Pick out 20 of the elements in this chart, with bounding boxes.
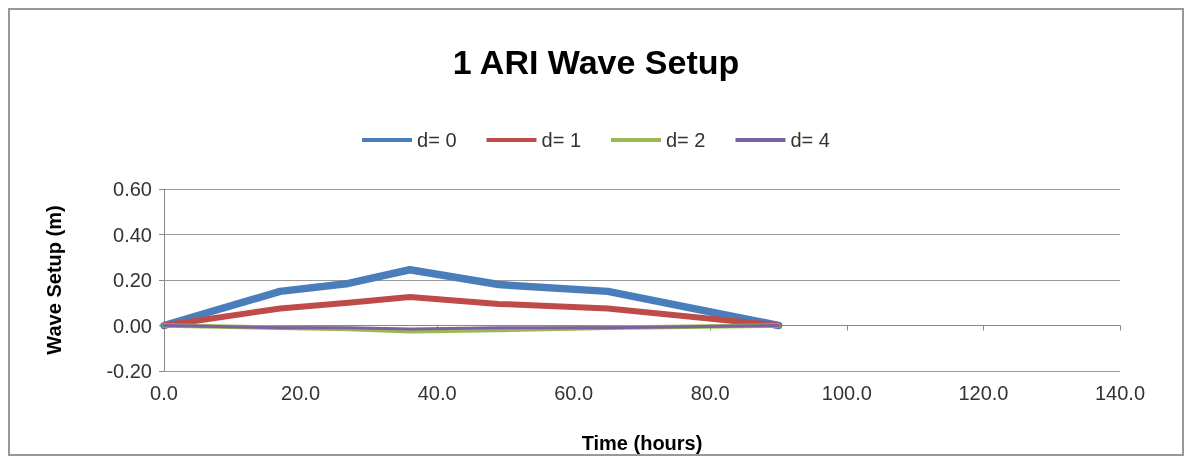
legend-label: d= 4	[790, 129, 830, 151]
x-tick-label: 80.0	[690, 382, 730, 404]
x-tick-label: 140.0	[1094, 382, 1146, 404]
y-tick-label: 0.40	[113, 223, 152, 246]
chart-title: 1 ARI Wave Setup	[452, 43, 740, 81]
x-tick-label: 0.0	[150, 382, 178, 404]
y-tick-label: -0.20	[106, 360, 152, 382]
y-axis-title: Wave Setup (m)	[43, 205, 65, 355]
x-tick-label: 40.0	[417, 382, 457, 404]
y-tick-label: 0.00	[113, 314, 152, 337]
x-tick-label: 120.0	[958, 382, 1009, 404]
x-tick-label: 100.0	[821, 382, 872, 404]
x-tick-label: 20.0	[281, 382, 321, 404]
x-tick-label: 60.0	[554, 382, 594, 404]
y-tick-label: 0.20	[113, 269, 152, 291]
y-tick-label: 0.60	[113, 178, 152, 200]
legend-label: d= 1	[541, 129, 581, 151]
legend-label: d= 2	[666, 129, 706, 151]
x-axis-title: Time (hours)	[581, 432, 703, 454]
legend-label: d= 0	[417, 129, 457, 151]
